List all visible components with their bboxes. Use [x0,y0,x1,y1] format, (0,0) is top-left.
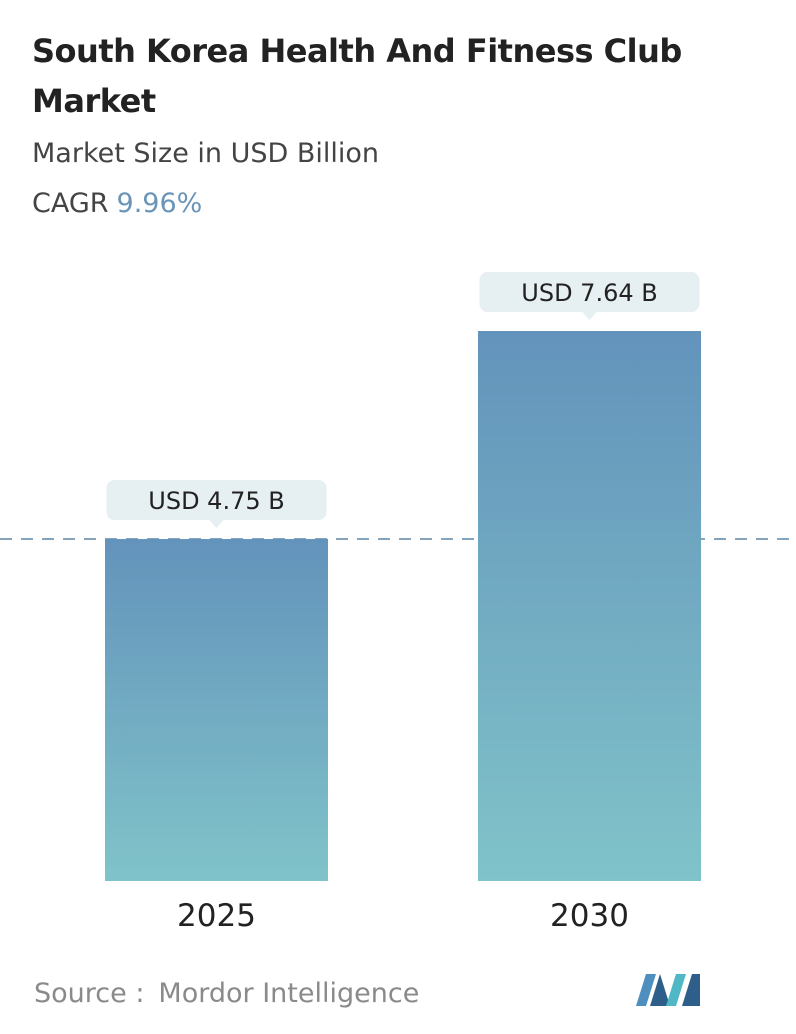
source-name: Mordor Intelligence [158,978,420,1009]
x-tick-label: 2030 [550,898,629,934]
cagr-label: CAGR [32,188,109,219]
value-label: USD 4.75 B [148,487,284,515]
cagr-value: 9.96% [116,188,203,219]
value-label: USD 7.64 B [521,279,657,307]
chart-title: South Korea Health And Fitness Club Mark… [32,32,682,120]
bar [478,331,701,881]
x-tick-label: 2025 [177,898,256,934]
value-label-box [479,272,700,312]
bar [105,539,328,881]
value-label-pointer [208,519,225,529]
source-label: Source : [34,978,145,1009]
chart-subtitle: Market Size in USD Billion [32,138,380,169]
cagr: CAGR 9.96% [32,188,202,219]
value-label-box [106,480,327,521]
logo [636,974,700,1006]
source: Source : Mordor Intelligence [34,978,419,1009]
value-label-pointer [581,311,598,320]
